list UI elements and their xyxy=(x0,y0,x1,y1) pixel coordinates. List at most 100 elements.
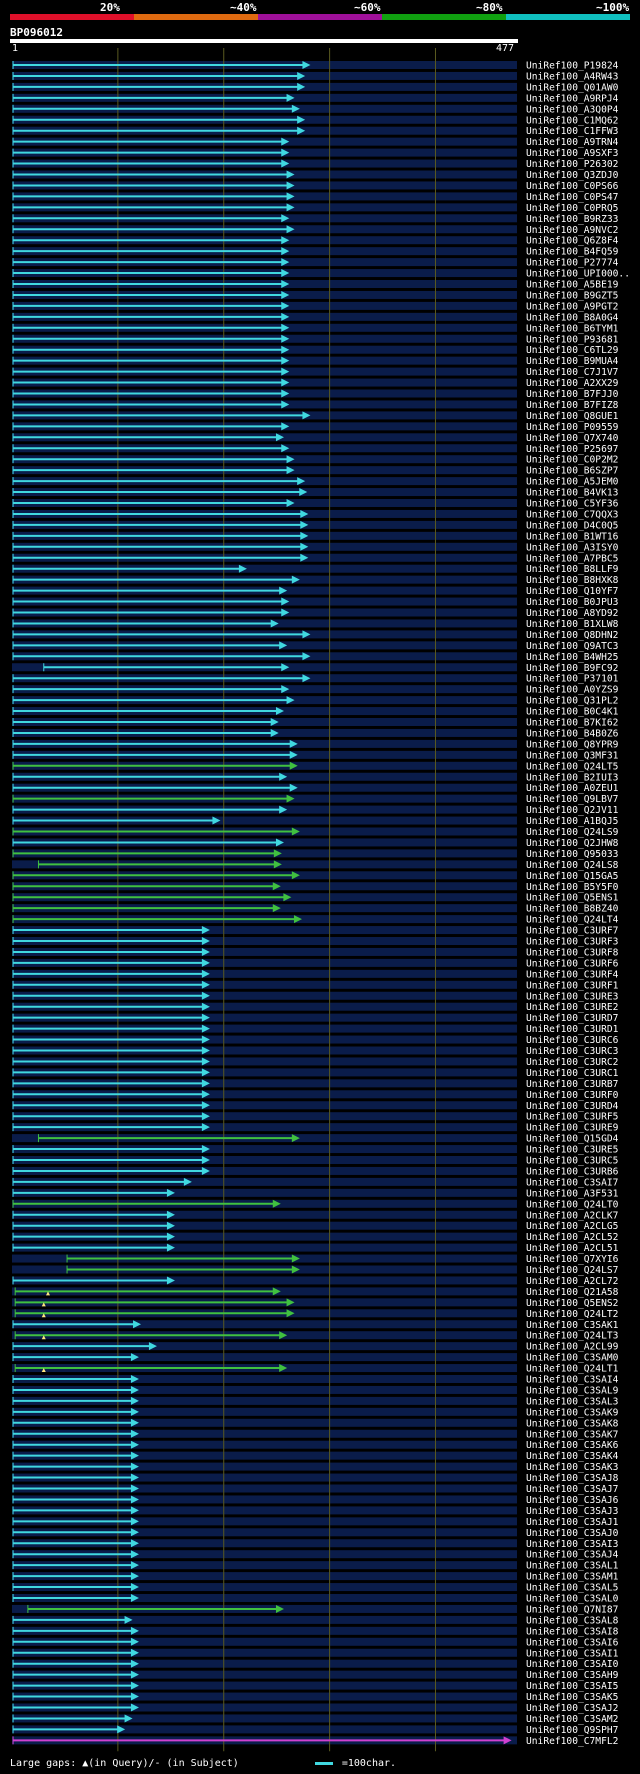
hit-label[interactable]: UniRef100_C3URF7 xyxy=(526,926,619,937)
hit-label[interactable]: UniRef100_B0JPU3 xyxy=(526,597,619,608)
hit-label[interactable]: UniRef100_A2CL99 xyxy=(526,1342,619,1353)
hit-label[interactable]: UniRef100_C3SAI0 xyxy=(526,1659,619,1670)
hit-label[interactable]: UniRef100_Q2JV11 xyxy=(526,805,619,816)
hit-label[interactable]: UniRef100_A3F531 xyxy=(526,1188,619,1199)
hit-label[interactable]: UniRef100_B1WT16 xyxy=(526,531,619,542)
hit-label[interactable]: UniRef100_Q21A58 xyxy=(526,1287,619,1298)
hit-label[interactable]: UniRef100_C3URE3 xyxy=(526,991,619,1002)
hit-label[interactable]: UniRef100_B4B0Z6 xyxy=(526,728,619,739)
hit-label[interactable]: UniRef100_C3URC6 xyxy=(526,1035,619,1046)
hit-label[interactable]: UniRef100_A9TRN4 xyxy=(526,137,619,148)
hit-label[interactable]: UniRef100_C0PS47 xyxy=(526,192,619,203)
hit-label[interactable]: UniRef100_C3URF1 xyxy=(526,980,619,991)
hit-label[interactable]: UniRef100_P26302 xyxy=(526,159,618,170)
hit-label[interactable]: UniRef100_C3URD1 xyxy=(526,1024,619,1035)
hit-label[interactable]: UniRef100_B8A0G4 xyxy=(526,312,619,323)
hit-label[interactable]: UniRef100_C3SAL5 xyxy=(526,1583,618,1594)
hit-label[interactable]: UniRef100_Q7XYI6 xyxy=(526,1254,619,1265)
hit-label[interactable]: UniRef100_Q3MF31 xyxy=(526,750,619,761)
hit-label[interactable]: UniRef100_B9MUA4 xyxy=(526,356,619,367)
hit-label[interactable]: UniRef100_C3SAI7 xyxy=(526,1177,619,1188)
hit-label[interactable]: UniRef100_B4FQ59 xyxy=(526,247,619,258)
hit-label[interactable]: UniRef100_Q3ZDJ0 xyxy=(526,170,619,181)
hit-label[interactable]: UniRef100_A1BQJ5 xyxy=(526,816,618,827)
hit-label[interactable]: UniRef100_Q15GD4 xyxy=(526,1134,619,1145)
hit-label[interactable]: UniRef100_C3SAJ1 xyxy=(526,1517,619,1528)
hit-label[interactable]: UniRef100_Q5ENS1 xyxy=(526,893,619,904)
hit-label[interactable]: UniRef100_C3URD4 xyxy=(526,1101,619,1112)
hit-label[interactable]: UniRef100_A2CL51 xyxy=(526,1243,619,1254)
hit-label[interactable]: UniRef100_B8HXK8 xyxy=(526,575,619,586)
hit-label[interactable]: UniRef100_B7FJJ0 xyxy=(526,389,619,400)
hit-label[interactable]: UniRef100_Q01AW0 xyxy=(526,82,619,93)
hit-label[interactable]: UniRef100_C3SAK9 xyxy=(526,1407,619,1418)
hit-label[interactable]: UniRef100_C3URF4 xyxy=(526,969,619,980)
hit-label[interactable]: UniRef100_Q24LS9 xyxy=(526,827,619,838)
hit-label[interactable]: UniRef100_UPI000.. xyxy=(526,269,630,280)
hit-label[interactable]: UniRef100_A8YD92 xyxy=(526,608,618,619)
hit-label[interactable]: UniRef100_C3URF3 xyxy=(526,937,619,948)
hit-label[interactable]: UniRef100_C3URC3 xyxy=(526,1046,619,1057)
hit-label[interactable]: UniRef100_Q8DHN2 xyxy=(526,630,618,641)
hit-label[interactable]: UniRef100_C3URC2 xyxy=(526,1057,618,1068)
hit-label[interactable]: UniRef100_B7FIZ8 xyxy=(526,400,619,411)
hit-label[interactable]: UniRef100_C3SAJ6 xyxy=(526,1495,619,1506)
hit-label[interactable]: UniRef100_Q6Z8F4 xyxy=(526,236,619,247)
hit-label[interactable]: UniRef100_C3SAL1 xyxy=(526,1561,619,1572)
hit-label[interactable]: UniRef100_C5YF36 xyxy=(526,499,619,510)
hit-label[interactable]: UniRef100_C3URE9 xyxy=(526,1123,619,1134)
hit-label[interactable]: UniRef100_C3URF8 xyxy=(526,947,619,958)
hit-label[interactable]: UniRef100_C3URE5 xyxy=(526,1145,618,1156)
hit-label[interactable]: UniRef100_C3SAL9 xyxy=(526,1385,619,1396)
hit-label[interactable]: UniRef100_B1XLW8 xyxy=(526,619,619,630)
hit-label[interactable]: UniRef100_C3SAK1 xyxy=(526,1320,619,1331)
hit-label[interactable]: UniRef100_C3URF5 xyxy=(526,1112,618,1123)
hit-label[interactable]: UniRef100_C3SAJ0 xyxy=(526,1528,619,1539)
hit-label[interactable]: UniRef100_P27774 xyxy=(526,258,619,269)
hit-label[interactable]: UniRef100_Q24LS8 xyxy=(526,860,619,871)
hit-label[interactable]: UniRef100_C7QQX3 xyxy=(526,509,619,520)
hit-label[interactable]: UniRef100_A2CLK7 xyxy=(526,1210,619,1221)
hit-label[interactable]: UniRef100_B6SZP7 xyxy=(526,466,619,477)
hit-label[interactable]: UniRef100_C3SAL0 xyxy=(526,1594,619,1605)
hit-label[interactable]: UniRef100_C3SAI5 xyxy=(526,1681,618,1692)
hit-label[interactable]: UniRef100_A2XX29 xyxy=(526,378,619,389)
hit-label[interactable]: UniRef100_C3SAI1 xyxy=(526,1648,619,1659)
hit-label[interactable]: UniRef100_C3SAJ2 xyxy=(526,1703,618,1714)
hit-label[interactable]: UniRef100_Q31PL2 xyxy=(526,696,618,707)
hit-label[interactable]: UniRef100_P37101 xyxy=(526,674,619,685)
hit-label[interactable]: UniRef100_Q24LT2 xyxy=(526,1309,618,1320)
hit-label[interactable]: UniRef100_Q8GUE1 xyxy=(526,411,619,422)
hit-label[interactable]: UniRef100_Q2JHW8 xyxy=(526,838,619,849)
hit-label[interactable]: UniRef100_C3SAK5 xyxy=(526,1692,618,1703)
hit-label[interactable]: UniRef100_C3SAM1 xyxy=(526,1572,619,1583)
hit-label[interactable]: UniRef100_Q95033 xyxy=(526,849,619,860)
hit-label[interactable]: UniRef100_C3SAI6 xyxy=(526,1637,619,1648)
hit-label[interactable]: UniRef100_C3SAK3 xyxy=(526,1462,619,1473)
hit-label[interactable]: UniRef100_C0P2M2 xyxy=(526,455,618,466)
hit-label[interactable]: UniRef100_A4RW43 xyxy=(526,71,619,82)
hit-label[interactable]: UniRef100_C3SAK6 xyxy=(526,1440,619,1451)
hit-label[interactable]: UniRef100_C3SAK4 xyxy=(526,1451,619,1462)
hit-label[interactable]: UniRef100_D4C0Q5 xyxy=(526,520,618,531)
hit-label[interactable]: UniRef100_C3URD7 xyxy=(526,1013,619,1024)
hit-label[interactable]: UniRef100_B0C4K1 xyxy=(526,707,619,718)
hit-label[interactable]: UniRef100_Q24LT1 xyxy=(526,1364,619,1375)
hit-label[interactable]: UniRef100_C3SAM0 xyxy=(526,1353,619,1364)
hit-label[interactable]: UniRef100_A3Q0P4 xyxy=(526,104,619,115)
hit-label[interactable]: UniRef100_A7PBC5 xyxy=(526,553,618,564)
hit-label[interactable]: UniRef100_Q24LS7 xyxy=(526,1265,619,1276)
hit-label[interactable]: UniRef100_C3SAL3 xyxy=(526,1396,619,1407)
hit-label[interactable]: UniRef100_Q24LT3 xyxy=(526,1331,619,1342)
hit-label[interactable]: UniRef100_B8LLF9 xyxy=(526,564,619,575)
hit-label[interactable]: UniRef100_C3SAM2 xyxy=(526,1714,618,1725)
hit-label[interactable]: UniRef100_C0PRQ5 xyxy=(526,203,618,214)
hit-label[interactable]: UniRef100_C3SAH9 xyxy=(526,1670,619,1681)
hit-label[interactable]: UniRef100_P93681 xyxy=(526,334,619,345)
hit-label[interactable]: UniRef100_A2CLG5 xyxy=(526,1221,618,1232)
hit-label[interactable]: UniRef100_C3SAL8 xyxy=(526,1615,619,1626)
hit-label[interactable]: UniRef100_C1FFW3 xyxy=(526,126,619,137)
hit-label[interactable]: UniRef100_C3SAJ3 xyxy=(526,1506,619,1517)
hit-label[interactable]: UniRef100_B6TYM1 xyxy=(526,323,619,334)
hit-label[interactable]: UniRef100_A9SXF3 xyxy=(526,148,619,159)
